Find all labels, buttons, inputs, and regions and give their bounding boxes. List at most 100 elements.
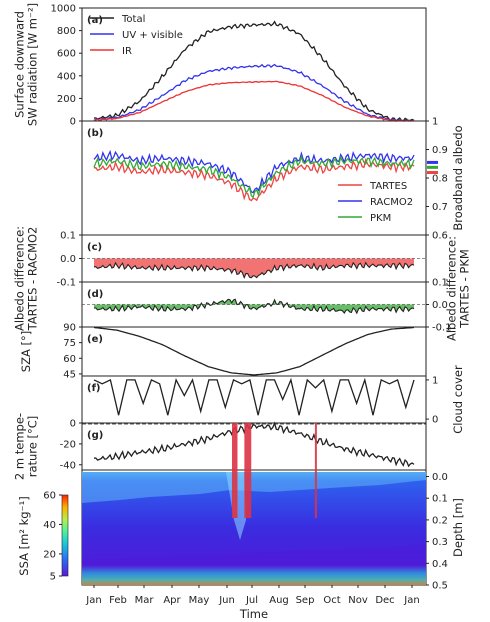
y-tick-label: 0.9 (432, 145, 448, 156)
colorbar-tick-label: 20 (43, 549, 56, 560)
y-tick-label: 0.3 (432, 537, 448, 548)
panel-label: (b) (87, 128, 103, 139)
x-tick-label: Dec (375, 595, 394, 606)
y-tick-label: 800 (57, 26, 76, 37)
series-line (93, 154, 415, 199)
colorbar-label: SSA [m² kg⁻¹] (17, 496, 31, 575)
y-tick-label: 0.7 (432, 202, 448, 213)
melt-event-band (244, 423, 252, 518)
panel-label: (a) (87, 15, 103, 26)
axis-label: Broadband albedo (451, 125, 465, 230)
legend-label: RACMO2 (370, 197, 413, 208)
axis-label: rature [°C] (26, 416, 40, 478)
x-tick-label: Jan (403, 595, 419, 606)
y-tick-label: 90 (63, 323, 76, 334)
axis-label: Albedo difference: (445, 236, 459, 341)
y-tick-label: 1 (432, 375, 438, 386)
x-tick-label: Jun (218, 595, 235, 606)
difference-line (93, 298, 415, 315)
x-tick-label: Aug (269, 595, 289, 606)
legend-label: PKM (370, 213, 391, 224)
y-tick-label: 0.0 (432, 300, 448, 311)
colorbar-tick-label: 40 (43, 520, 56, 531)
series-line (93, 326, 415, 376)
y-tick-label: 75 (63, 338, 76, 349)
legend-label: IR (122, 46, 132, 57)
y-tick-label: 0 (70, 117, 76, 128)
series-line (93, 157, 415, 202)
x-tick-label: Mar (135, 595, 155, 606)
axis-label: 2 m tempe- (13, 413, 27, 480)
axis-label: Depth [m] (451, 498, 465, 557)
x-tick-label: Sep (296, 595, 315, 606)
series-line (93, 80, 415, 122)
series-line (93, 149, 415, 194)
y-tick-label: -0.1 (432, 323, 452, 334)
y-tick-label: 0.5 (432, 581, 448, 592)
y-tick-label: -20 (60, 439, 76, 450)
axis-label: TARTES - PKM (458, 249, 472, 329)
y-tick-label: 0 (432, 415, 438, 426)
x-tick-label: May (189, 595, 210, 606)
y-tick-label: 0.0 (60, 254, 76, 265)
axis-label: TARTES - RACMO2 (26, 227, 40, 332)
panel-b-broadband-albedo: (b) 0.6 0.7 0.8 0.9 1 Broadband albedo TARTES RA… (81, 117, 465, 242)
difference-area (94, 258, 414, 278)
melt-event-band (314, 423, 317, 518)
difference-area (94, 299, 414, 314)
y-tick-label: 0 (70, 419, 76, 430)
y-tick-label: 0.2 (432, 515, 448, 526)
x-tick-label: Jul (245, 595, 258, 606)
x-tick-label: Nov (348, 595, 368, 606)
ssa-colorbar (61, 494, 69, 577)
x-axis-label: Time (239, 607, 268, 621)
y-tick-label: -40 (60, 460, 76, 471)
y-tick-label: 600 (57, 49, 76, 60)
y-tick-label: 0.6 (432, 231, 448, 242)
ssa-heatmap-fill (82, 472, 426, 585)
panel-c-albedo-difference-racmo2: (c) -0.1 0.0 0.1 Albedo difference: TARTES - … (13, 226, 427, 331)
y-tick-label: 0.1 (432, 494, 448, 505)
axis-label: SW radiation [W m⁻²] (26, 3, 40, 126)
legend-label: TARTES (369, 181, 407, 192)
panel-e-solar-zenith-angle: (e) 45 60 75 90 SZA [°] (19, 323, 427, 380)
x-tick-label: Apr (163, 595, 181, 606)
y-tick-label: 0.4 (432, 559, 448, 570)
x-tick-label: Oct (323, 595, 340, 606)
axis-label: Surface downward (13, 11, 27, 118)
y-tick-label: 0.1 (60, 231, 76, 242)
axis-label: Albedo difference: (13, 226, 27, 331)
panel-g-air-temperature: (g) -40 -20 0 2 m tempe-rature [°C] (13, 413, 427, 480)
x-tick-label: Jan (85, 595, 101, 606)
series-line (93, 20, 415, 122)
legend-label: Total (121, 14, 145, 25)
series-line (93, 377, 415, 416)
panel-label: (d) (87, 289, 103, 300)
y-tick-label: 0.0 (432, 472, 448, 483)
axis-label: SZA [°] (19, 331, 33, 372)
melt-event-band (231, 423, 238, 518)
colorbar-tick-label: 5 (50, 572, 56, 583)
y-tick-label: 1 (432, 117, 438, 128)
legend-label: UV + visible (122, 30, 183, 41)
y-tick-label: 45 (63, 369, 76, 380)
y-tick-label: 400 (57, 71, 76, 82)
panel-label: (e) (87, 334, 103, 345)
panel-label: (c) (87, 242, 102, 253)
panel-label: (g) (87, 430, 103, 441)
series-line (93, 63, 415, 122)
x-tick-label: Feb (109, 595, 127, 606)
y-tick-label: 1000 (51, 4, 76, 15)
y-tick-label: 0.1 (432, 278, 448, 289)
colorbar-tick-label: 60 (43, 491, 56, 502)
panel-label: (f) (87, 383, 101, 394)
axis-label: Cloud cover (451, 365, 465, 434)
y-tick-label: 200 (57, 94, 76, 105)
series-line (93, 421, 415, 468)
panel-a-total-uv-ir-radiation: (a) 0 200 400 600 800 1000 Surface downward SW r… (13, 3, 427, 128)
panel-frame (81, 422, 427, 471)
difference-line (93, 261, 415, 280)
y-tick-label: -0.1 (56, 278, 76, 289)
